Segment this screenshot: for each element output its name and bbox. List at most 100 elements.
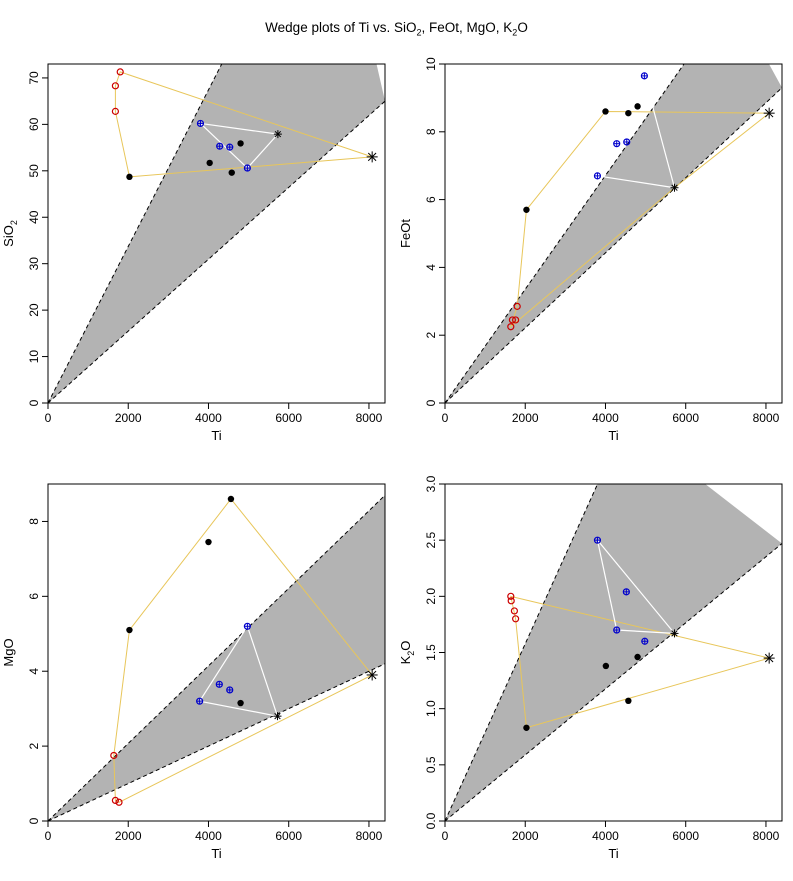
wedge-area bbox=[48, 64, 385, 403]
x-tick-label: 0 bbox=[442, 829, 449, 843]
inner-hull bbox=[198, 624, 279, 717]
data-point-black bbox=[634, 103, 641, 110]
data-point-red bbox=[507, 597, 515, 605]
y-tick-label: 1.0 bbox=[424, 700, 438, 717]
data-point-black bbox=[634, 653, 641, 661]
data-point-black bbox=[237, 140, 244, 147]
plot-feot: 0 2000 4000 6000 8000 0 2 4 6 8 10 Ti FeOt bbox=[398, 57, 783, 443]
wedge-lower-edge bbox=[48, 100, 385, 403]
title-part-1: Wedge plots of Ti vs. SiO bbox=[265, 20, 417, 35]
data-point-blue bbox=[196, 697, 204, 705]
y-tick-label: 0.5 bbox=[424, 756, 438, 773]
data-point-black bbox=[228, 169, 235, 176]
y-tick-label: 2 bbox=[27, 742, 41, 749]
y-tick-label: 4 bbox=[424, 264, 438, 271]
x-axis-label: Ti bbox=[608, 428, 618, 443]
plot-area-mgo bbox=[48, 494, 385, 821]
x-tick-label: 0 bbox=[45, 411, 52, 425]
y-tick-label: 6 bbox=[424, 196, 438, 203]
plot-k2o: 0 2000 4000 6000 8000 0.0 0.5 1.0 1.5 2.0 2.5 3.0 Ti… bbox=[398, 475, 783, 861]
data-point-black bbox=[237, 699, 244, 707]
data-point-red bbox=[111, 82, 120, 90]
y-tick-label: 30 bbox=[27, 257, 41, 271]
y-axis-label: FeOt bbox=[398, 219, 413, 248]
wedge-lower-edge bbox=[48, 663, 385, 821]
wedge-upper-edge bbox=[445, 484, 599, 821]
data-point-red bbox=[507, 592, 515, 600]
data-point-black bbox=[602, 108, 609, 115]
data-point-black bbox=[206, 159, 213, 167]
x-tick-label: 6000 bbox=[672, 829, 699, 843]
data-point-black bbox=[625, 697, 632, 705]
x-tick-label: 8000 bbox=[753, 411, 780, 425]
y-tick-label: 0.0 bbox=[424, 812, 438, 829]
x-tick-label: 8000 bbox=[356, 829, 383, 843]
y-tick-label: 10 bbox=[27, 350, 41, 364]
data-point-blue bbox=[196, 119, 205, 128]
data-point-blue bbox=[613, 626, 621, 634]
data-point-blue bbox=[593, 172, 602, 180]
y-axis-label: SiO2 bbox=[1, 220, 19, 247]
data-point-red bbox=[111, 107, 120, 115]
title-part-4: 2 bbox=[512, 27, 518, 38]
data-point-red bbox=[111, 796, 120, 805]
plot-area-sio2 bbox=[48, 64, 385, 403]
y-tick-label: 8 bbox=[27, 518, 41, 525]
x-tick-label: 0 bbox=[442, 411, 449, 425]
data-point-blue bbox=[216, 142, 224, 150]
x-tick-label: 4000 bbox=[195, 411, 222, 425]
data-point-blue bbox=[640, 72, 648, 80]
data-point-blue bbox=[243, 622, 251, 630]
y-tick-label: 0 bbox=[424, 399, 438, 406]
x-tick-label: 2000 bbox=[512, 829, 539, 843]
y-tick-label: 2 bbox=[424, 332, 438, 339]
figure-title: Wedge plots of Ti vs. SiO2, FeOt, MgO, K… bbox=[0, 20, 793, 38]
y-tick-label: 0 bbox=[27, 399, 41, 406]
x-tick-label: 2000 bbox=[115, 829, 142, 843]
x-tick-label: 6000 bbox=[275, 411, 302, 425]
x-tick-label: 6000 bbox=[275, 829, 302, 843]
data-point-black bbox=[523, 724, 530, 731]
plot-area-feot bbox=[445, 64, 782, 403]
y-tick-label: 4 bbox=[27, 668, 41, 675]
x-tick-label: 4000 bbox=[592, 829, 619, 843]
data-point-red bbox=[508, 316, 517, 324]
data-point-black bbox=[126, 173, 133, 181]
inner-hull bbox=[198, 122, 280, 169]
plot-frame bbox=[47, 63, 386, 404]
data-point-blue bbox=[243, 164, 251, 172]
data-point-star_small bbox=[273, 712, 282, 721]
data-point-black bbox=[205, 538, 212, 546]
x-tick-label: 2000 bbox=[512, 411, 539, 425]
y-tick-label: 6 bbox=[27, 593, 41, 600]
data-point-red bbox=[510, 607, 519, 615]
data-point-red bbox=[116, 68, 124, 76]
data-point-star_small bbox=[273, 130, 282, 139]
data-point-blue bbox=[623, 138, 631, 146]
data-point-star_large bbox=[763, 107, 775, 119]
y-tick-label: 70 bbox=[27, 71, 41, 85]
y-tick-label: 10 bbox=[424, 57, 438, 71]
plot-frame bbox=[47, 483, 386, 822]
plot-mgo: 0 2000 4000 6000 8000 0 2 4 6 8 Ti MgO bbox=[1, 483, 386, 861]
y-tick-label: 0 bbox=[27, 817, 41, 824]
y-tick-label: 50 bbox=[27, 164, 41, 178]
data-point-red bbox=[110, 751, 118, 760]
x-tick-label: 6000 bbox=[672, 411, 699, 425]
data-point-star_large bbox=[366, 151, 378, 163]
plot-area-k2o bbox=[445, 484, 782, 821]
data-point-star_small bbox=[670, 183, 679, 192]
data-point-star_large bbox=[763, 652, 775, 664]
data-point-red bbox=[512, 615, 520, 623]
y-tick-label: 2.5 bbox=[424, 532, 438, 549]
wedge-lower-edge bbox=[445, 543, 782, 821]
inner-hull bbox=[596, 539, 676, 635]
y-tick-label: 3.0 bbox=[424, 475, 438, 492]
title-part-3: , FeOt, MgO, K bbox=[421, 20, 513, 35]
inner-hull bbox=[596, 74, 676, 189]
title-part-2: 2 bbox=[416, 27, 422, 38]
data-point-black bbox=[523, 206, 530, 213]
x-axis-label: Ti bbox=[211, 846, 221, 861]
